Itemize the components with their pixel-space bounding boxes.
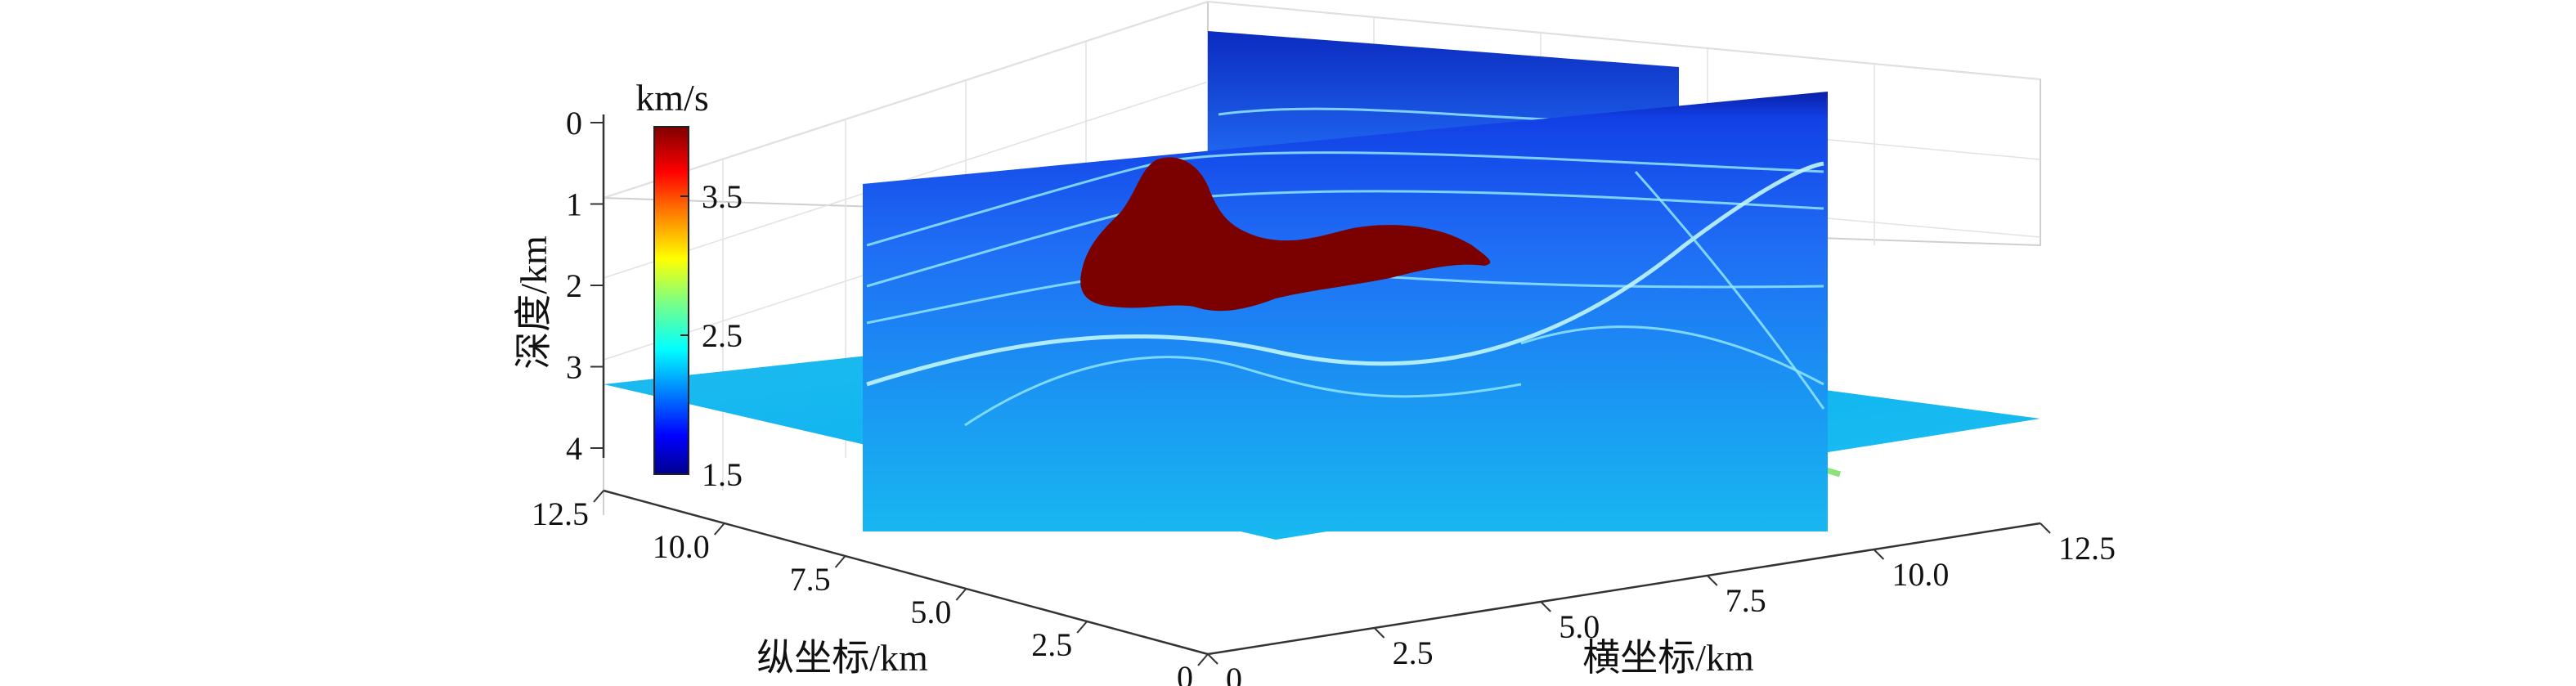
x-tick-label: 0 — [1226, 661, 1242, 686]
salt-body-main — [1080, 157, 1491, 312]
x-tick-mark — [1540, 601, 1551, 612]
y-tick-mark — [714, 522, 725, 536]
depth-tick-label: 0 — [566, 105, 582, 141]
x-tick-label: 2.5 — [1393, 634, 1434, 671]
x-tick-label: 10.0 — [1892, 556, 1949, 593]
depth-axis-ticks: 0 1 2 3 4 — [566, 105, 604, 467]
y-axis-label: 纵坐标/km — [756, 637, 928, 679]
x-tick-mark — [1373, 627, 1385, 639]
x-tick-mark — [1707, 575, 1718, 586]
x-tick-label: 7.5 — [1726, 582, 1766, 619]
x-axis-label: 横坐标/km — [1582, 637, 1754, 679]
x-tick-mark — [1873, 549, 1885, 560]
depth-axis-label: 深度/km — [513, 235, 554, 370]
y-tick-label: 7.5 — [790, 561, 831, 598]
depth-tick-label: 3 — [566, 349, 582, 386]
depth-tick-label: 1 — [566, 186, 582, 223]
depth-tick-label: 2 — [566, 267, 582, 304]
colorbar-tick-label: 2.5 — [702, 317, 743, 354]
y-tick-label: 5.0 — [910, 594, 951, 630]
y-tick-label: 0 — [1177, 659, 1193, 686]
x-tick-mark — [2040, 522, 2051, 534]
y-tick-mark — [1197, 653, 1209, 666]
y-tick-mark — [955, 588, 967, 601]
slice-xz — [863, 92, 1828, 531]
colorbar-tick-label: 1.5 — [702, 456, 743, 493]
depth-tick-label: 4 — [566, 430, 582, 467]
x-axis-ticks: 0 2.5 5.0 7.5 10.0 12.5 — [1207, 522, 2116, 686]
colorbar-unit: km/s — [635, 77, 708, 119]
colorbar-gradient — [653, 126, 689, 475]
y-tick-label: 12.5 — [532, 495, 589, 532]
y-tick-mark — [593, 490, 604, 503]
colorbar-ticks: 1.5 2.5 3.5 — [680, 178, 743, 493]
x-tick-label: 12.5 — [2058, 530, 2116, 567]
x-tick-mark — [1207, 653, 1218, 665]
colorbar: km/s 1.5 2.5 3.5 — [635, 77, 743, 493]
y-tick-label: 2.5 — [1031, 626, 1072, 663]
x-tick-label: 5.0 — [1559, 608, 1600, 645]
y-tick-mark — [834, 555, 846, 568]
y-axis-ticks: 0 2.5 5.0 7.5 10.0 12.5 — [532, 490, 1209, 686]
colorbar-tick-label: 3.5 — [702, 178, 743, 215]
y-tick-label: 10.0 — [653, 528, 710, 565]
y-tick-mark — [1076, 621, 1088, 634]
